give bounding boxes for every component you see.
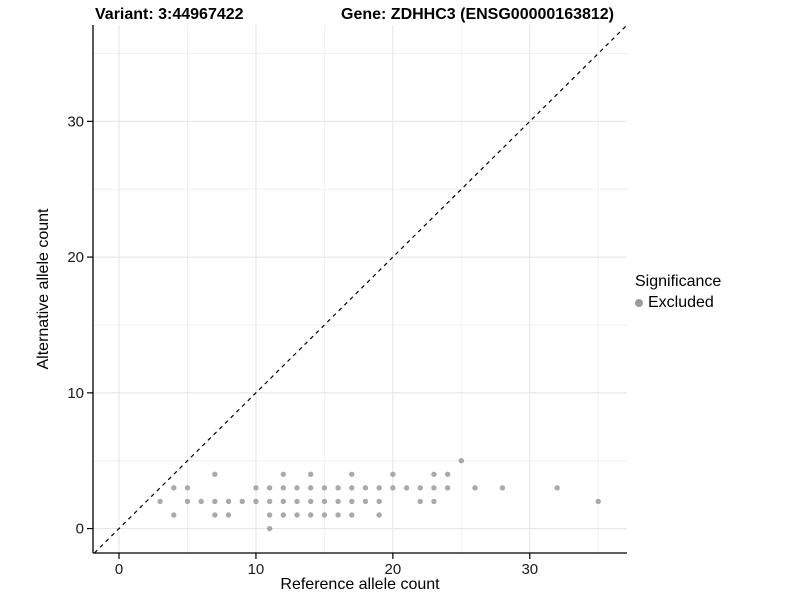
data-point [198,498,204,505]
data-point [472,485,478,491]
data-point [171,512,177,518]
data-point [444,471,451,477]
data-point [458,458,465,464]
data-point [417,498,423,505]
data-point [212,512,218,518]
data-point [266,525,273,532]
data-point [376,512,382,518]
data-point [280,471,287,477]
data-point [431,498,437,505]
data-point [280,485,287,491]
data-point [390,471,396,477]
data-point [335,485,341,491]
data-point [349,485,355,491]
data-point [321,498,328,505]
y-tick-label: 0 [76,521,84,538]
legend-title: Significance [635,273,722,290]
data-point [266,498,273,505]
data-point [349,471,355,477]
data-point [171,485,177,491]
data-point [376,485,382,491]
data-point [431,471,437,477]
x-axis-title: Reference allele count [280,576,440,593]
data-point [212,471,218,477]
data-point [321,485,328,491]
data-point [308,485,314,491]
data-point [294,485,300,491]
data-point [335,498,341,505]
data-point [431,485,437,491]
data-point [280,498,287,505]
variant-title: Variant: 3:44967422 [95,6,244,23]
data-point [308,498,314,505]
data-point [239,498,245,505]
data-point [294,512,300,518]
x-tick-label: 30 [521,561,538,578]
x-tick-label: 20 [385,561,402,578]
y-tick-label: 20 [67,249,84,266]
data-point [321,512,328,518]
excluded-point-icon [635,299,643,307]
x-tick-label: 10 [248,561,265,578]
data-point [184,498,191,505]
data-point [349,512,355,518]
x-tick-label: 0 [115,561,123,578]
data-point [225,512,232,518]
data-point [225,498,232,505]
data-point [280,512,287,518]
y-axis-title: Alternative allele count [35,208,52,370]
gene-title: Gene: ZDHHC3 (ENSG00000163812) [341,6,615,23]
data-point [349,498,355,505]
data-point [362,485,369,491]
data-point [403,485,410,491]
data-point [595,498,601,505]
data-point [554,485,560,491]
data-point [266,512,273,518]
y-tick-label: 10 [67,385,84,402]
data-point [253,485,259,491]
data-point [376,498,382,505]
legend-item-excluded: Excluded [635,294,721,312]
data-point [335,512,341,518]
data-point [212,498,218,505]
data-point [157,498,163,505]
data-point [417,485,423,491]
data-point [253,498,259,505]
data-point [308,512,314,518]
data-point [266,485,273,491]
data-point [294,498,300,505]
data-point [362,498,369,505]
data-point [444,485,451,491]
data-point [308,471,314,477]
data-point [499,485,506,491]
legend-item-label: Excluded [648,294,714,311]
data-point [184,485,191,491]
data-point [390,485,396,491]
identity-line [93,24,628,554]
y-tick-label: 30 [67,113,84,130]
legend: Significance Excluded [635,273,721,312]
